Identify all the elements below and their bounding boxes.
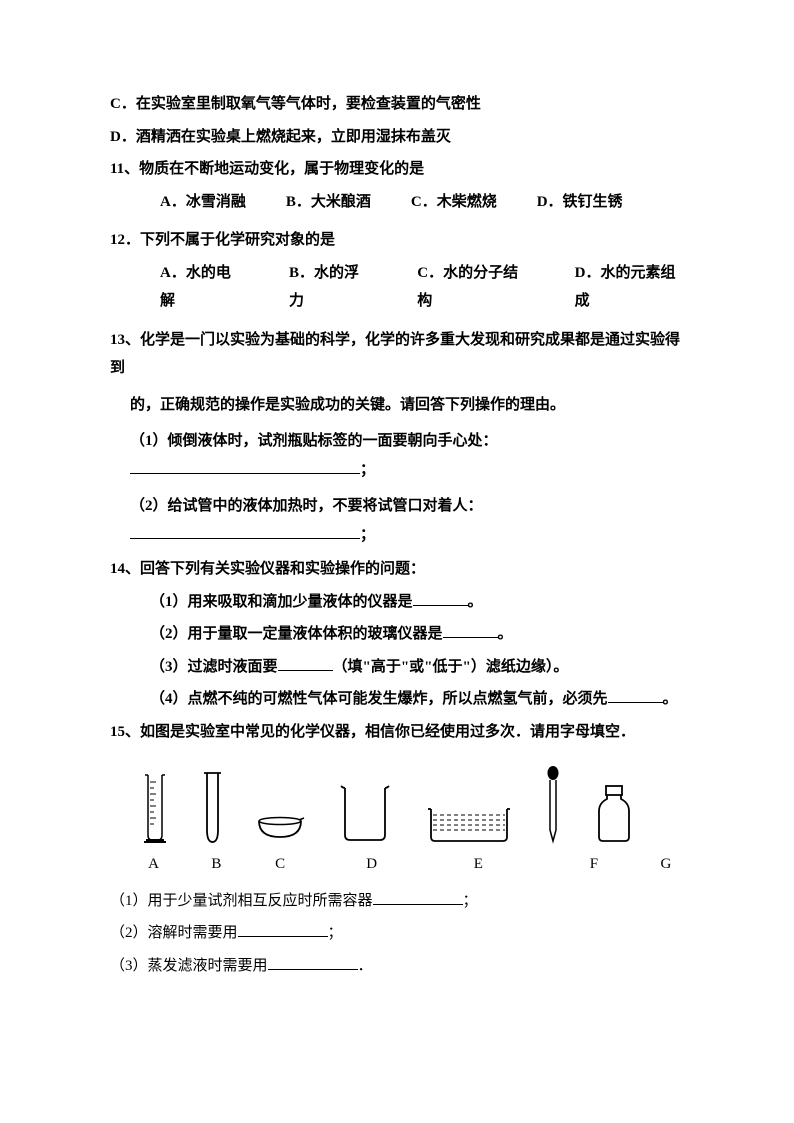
q12-options: A．水的电解 B．水的浮力 C．水的分子结构 D．水的元素组成 xyxy=(110,259,684,316)
q15-s1-end: ； xyxy=(463,893,478,909)
q12-opt-d: D．水的元素组成 xyxy=(575,259,684,316)
q14-s1-end: 。 xyxy=(468,594,483,610)
label-d: D xyxy=(345,850,399,879)
q15-s2: （2）溶解时需要用 ； xyxy=(110,919,684,948)
label-a: A xyxy=(140,850,167,879)
q14-s2-text: （2）用于量取一定量液体体积的玻璃仪器是 xyxy=(150,626,443,642)
q14-s3-text: （3）过滤时液面要 xyxy=(150,659,278,675)
q11-opt-b: B．大米酿酒 xyxy=(286,188,371,217)
q15-s1-text: （1）用于少量试剂相互反应时所需容器 xyxy=(110,893,373,909)
blank[interactable] xyxy=(413,591,468,606)
q15-s2-end: ； xyxy=(328,925,343,941)
q15-s3: （3）蒸发滤液时需要用 ． xyxy=(110,952,684,981)
q13-stem1: 13、化学是一门以实验为基础的科学，化学的许多重大发现和研究成果都是通过实验得到 xyxy=(110,326,684,383)
q13-sub1-text: （1）倾倒液体时，试剂瓶贴标签的一面要朝向手心处： xyxy=(130,433,498,449)
q12-stem: 12．下列不属于化学研究对象的是 xyxy=(110,226,684,255)
blank[interactable] xyxy=(238,922,328,937)
q14-s4-end: 。 xyxy=(663,691,678,707)
q12-opt-a: A．水的电解 xyxy=(160,259,241,316)
q12-opt-c: C．水的分子结构 xyxy=(417,259,526,316)
option-d: D．酒精洒在实验桌上燃烧起来，立即用湿抹布盖灭 xyxy=(110,123,684,152)
graduated-cylinder-icon xyxy=(140,770,170,845)
q13-sub1: （1）倾倒液体时，试剂瓶贴标签的一面要朝向手心处：； xyxy=(110,427,684,484)
label-f: F xyxy=(585,850,603,879)
q15-s3-end: ． xyxy=(358,958,373,974)
q11-opt-c: C．木柴燃烧 xyxy=(411,188,497,217)
q13-sub2-text: （2）给试管中的液体加热时，不要将试管口对着人： xyxy=(130,498,483,514)
q11-opt-a: A．冰雪消融 xyxy=(160,188,246,217)
q13-sub2: （2）给试管中的液体加热时，不要将试管口对着人：； xyxy=(110,492,684,549)
q13-stem2: 的，正确规范的操作是实验成功的关键。请回答下列操作的理由。 xyxy=(110,391,684,420)
bottle-icon xyxy=(593,783,635,845)
blank[interactable] xyxy=(130,524,360,539)
label-b: B xyxy=(205,850,228,879)
blank[interactable] xyxy=(268,955,358,970)
label-c: C xyxy=(258,850,303,879)
blank[interactable] xyxy=(608,688,663,703)
test-tube-icon xyxy=(200,770,225,845)
blank[interactable] xyxy=(373,890,463,905)
q15-s1: （1）用于少量试剂相互反应时所需容器 ； xyxy=(110,887,684,916)
glass-trough-icon xyxy=(425,805,513,845)
label-e: E xyxy=(447,850,510,879)
q14-s4: （4）点燃不纯的可燃性气体可能发生爆炸，所以点燃氢气前，必须先 。 xyxy=(110,685,684,714)
evaporating-dish-icon xyxy=(255,815,305,845)
q12-opt-b: B．水的浮力 xyxy=(289,259,369,316)
apparatus-labels: A B C D E F G xyxy=(110,850,684,879)
option-c: C．在实验室里制取氧气等气体时，要检查装置的气密性 xyxy=(110,90,684,119)
q14-s3-end: （填"高于"或"低于"）滤纸边缘）。 xyxy=(333,659,569,675)
label-g: G xyxy=(648,850,684,879)
q11-options: A．冰雪消融 B．大米酿酒 C．木柴燃烧 D．铁钉生锈 xyxy=(110,188,684,217)
q14-stem: 14、回答下列有关实验仪器和实验操作的问题： xyxy=(110,555,684,584)
q15-s3-text: （3）蒸发滤液时需要用 xyxy=(110,958,268,974)
q14-s1-text: （1）用来吸取和滴加少量液体的仪器是 xyxy=(150,594,413,610)
dropper-icon xyxy=(543,765,563,845)
q15-s2-text: （2）溶解时需要用 xyxy=(110,925,238,941)
blank[interactable] xyxy=(130,459,360,474)
q11-opt-d: D．铁钉生锈 xyxy=(537,188,623,217)
q14-s2-end: 。 xyxy=(498,626,513,642)
beaker-icon xyxy=(335,780,395,845)
q14-s3: （3）过滤时液面要 （填"高于"或"低于"）滤纸边缘）。 xyxy=(110,653,684,682)
q14-s1: （1）用来吸取和滴加少量液体的仪器是 。 xyxy=(110,588,684,617)
q14-s2: （2）用于量取一定量液体体积的玻璃仪器是 。 xyxy=(110,620,684,649)
blank[interactable] xyxy=(443,623,498,638)
apparatus-diagram xyxy=(110,750,684,850)
q14-s4-text: （4）点燃不纯的可燃性气体可能发生爆炸，所以点燃氢气前，必须先 xyxy=(150,691,608,707)
q11-stem: 11、物质在不断地运动变化，属于物理变化的是 xyxy=(110,155,684,184)
blank[interactable] xyxy=(278,656,333,671)
q15-stem: 15、如图是实验室中常见的化学仪器，相信你已经使用过多次．请用字母填空． xyxy=(110,718,684,747)
